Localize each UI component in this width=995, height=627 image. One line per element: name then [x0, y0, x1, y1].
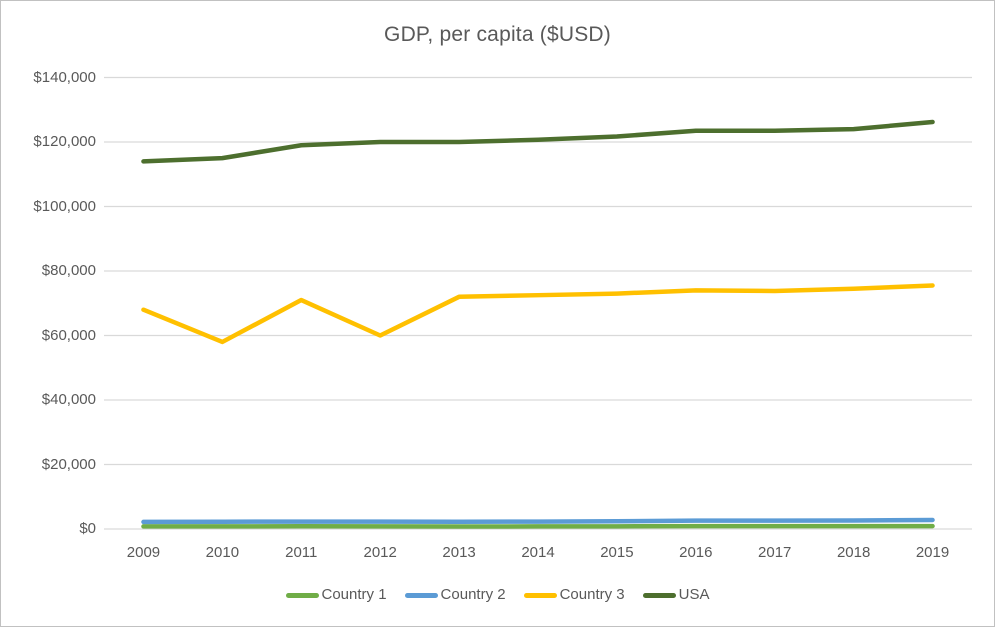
- series-line-country-3: [141, 283, 935, 345]
- y-axis-label: $0: [79, 520, 96, 537]
- y-axis-label: $100,000: [33, 197, 96, 215]
- x-axis-label: 2012: [363, 544, 397, 561]
- legend-label: Country 3: [559, 586, 625, 603]
- legend-label: Country 1: [321, 586, 387, 603]
- legend-item-country-3: Country 3: [523, 586, 625, 604]
- y-axis-label: $20,000: [41, 455, 96, 473]
- x-axis-label: 2009: [126, 544, 161, 561]
- legend-label: USA: [678, 586, 710, 603]
- x-axis-label: 2013: [442, 544, 476, 561]
- legend-swatch-icon: [404, 592, 438, 598]
- legend-swatch-icon: [642, 592, 676, 598]
- legend-item-country-1: Country 1: [285, 586, 387, 604]
- legend-label: Country 2: [440, 586, 506, 603]
- legend-item-usa: USA: [642, 586, 710, 604]
- x-axis-label: 2014: [521, 544, 555, 561]
- series-line-country-2: [141, 517, 935, 525]
- x-axis-label: 2019: [915, 544, 950, 561]
- y-axis-label: $120,000: [33, 133, 96, 150]
- legend-item-country-2: Country 2: [404, 586, 506, 604]
- chart-title: GDP, per capita ($USD): [384, 23, 611, 46]
- legend: Country 1 Country 2 Country 3 USA: [1, 586, 994, 604]
- x-axis-label: 2018: [836, 544, 871, 561]
- legend-swatch-icon: [285, 592, 319, 598]
- series-line-usa: [141, 119, 935, 164]
- x-axis-label: 2016: [679, 544, 713, 561]
- x-axis-label: 2010: [205, 544, 240, 561]
- y-axis-label: $60,000: [41, 326, 96, 344]
- x-axis-label: 2011: [285, 544, 318, 561]
- x-axis-label: 2015: [600, 544, 634, 561]
- legend-swatch-icon: [523, 592, 557, 598]
- y-axis-label: $140,000: [33, 68, 96, 86]
- y-axis-label: $40,000: [41, 391, 96, 408]
- x-axis-label: 2017: [758, 544, 792, 561]
- y-axis-label: $80,000: [41, 262, 96, 279]
